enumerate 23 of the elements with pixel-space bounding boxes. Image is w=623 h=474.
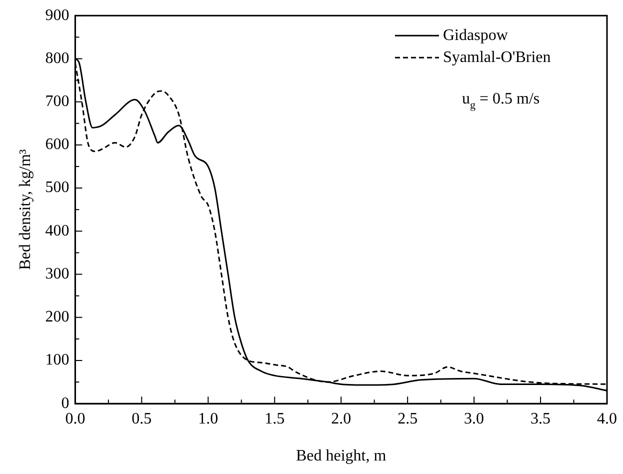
y-axis-title: Bed density, kg/m³ xyxy=(16,149,34,270)
x-tick-label: 1.5 xyxy=(264,410,285,428)
y-tick-label: 200 xyxy=(45,308,70,326)
y-tick-label: 600 xyxy=(45,136,70,154)
x-axis-title: Bed height, m xyxy=(296,448,387,465)
legend-label: Syamlal-O'Brien xyxy=(443,48,551,66)
x-tick-label: 0.5 xyxy=(132,410,152,428)
x-tick-label: 2.5 xyxy=(398,410,418,428)
y-tick-label: 0 xyxy=(61,394,70,412)
legend-label: Gidaspow xyxy=(443,26,508,44)
x-tick-label: 3.5 xyxy=(530,410,551,428)
y-tick-label: 400 xyxy=(45,222,70,240)
y-tick-label: 300 xyxy=(45,265,70,282)
x-tick-label: 3.0 xyxy=(464,410,484,428)
x-tick-label: 4.0 xyxy=(597,410,617,428)
y-tick-label: 900 xyxy=(45,6,70,24)
x-tick-label: 1.0 xyxy=(198,410,218,428)
x-tick-label: 2.0 xyxy=(331,410,352,428)
x-tick-label: 0.0 xyxy=(65,410,86,428)
y-tick-label: 700 xyxy=(45,93,70,110)
y-tick-label: 800 xyxy=(45,50,70,67)
y-tick-label: 100 xyxy=(45,352,70,369)
y-tick-label: 500 xyxy=(45,179,70,196)
